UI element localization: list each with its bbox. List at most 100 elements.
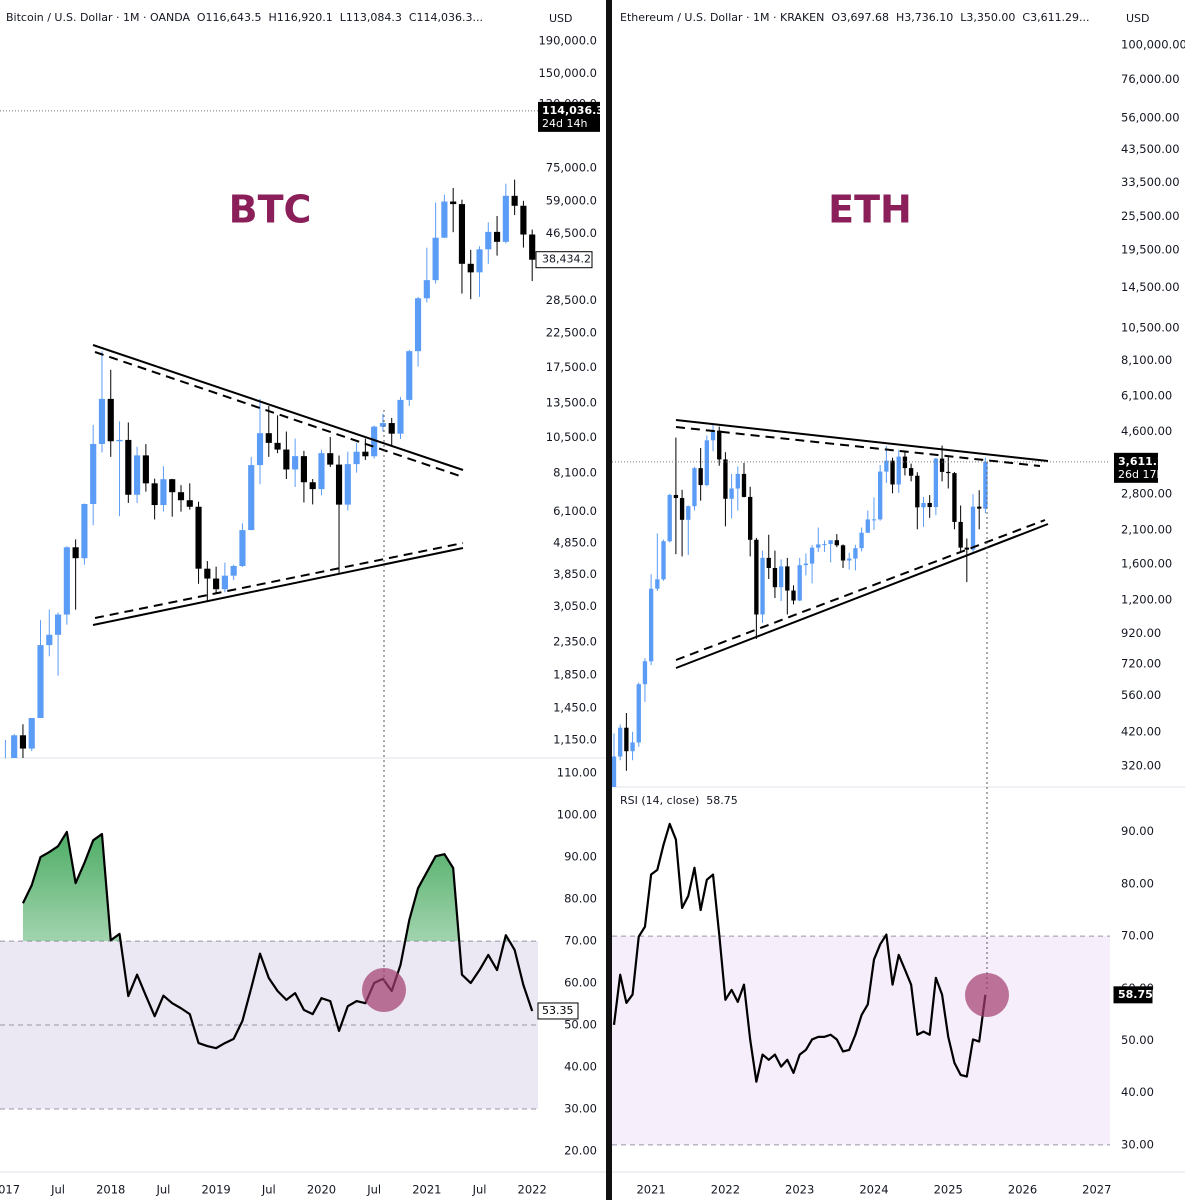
y-tick-label: 1,150.0 [553,732,597,746]
candle-body [964,547,969,550]
candle-body [636,684,641,743]
header-part: O116,643.5 [197,11,262,24]
rsi-tick-label: 30.00 [1121,1137,1154,1151]
candle-body [353,451,360,465]
y-tick-label: 1,200.00 [1121,593,1172,607]
y-tick-label: 6,100.0 [553,504,597,518]
x-tick-label: Jul [155,1183,170,1197]
y-tick-label: 8,100.0 [553,465,597,479]
candle-body [248,465,255,531]
candle-body [933,458,939,508]
header-part: C3,611.29... [1022,11,1089,24]
candle-body [335,464,343,505]
asset-label: BTC [229,188,312,232]
trendline [94,542,464,619]
x-tick-label: 2021 [636,1183,665,1197]
trendline [94,351,461,477]
price-tag [1114,452,1158,483]
candle-body [502,195,509,242]
x-tick-label: 2022 [711,1183,740,1197]
candle-body [406,351,413,400]
y-tick-label: 1,600.00 [1121,556,1172,570]
candle-body [766,557,771,568]
rsi-band [0,941,538,1110]
rsi-tag-label: 53.35 [542,1004,574,1017]
candle-body [741,473,747,497]
candle-body [151,483,158,506]
x-tick-label: 2025 [934,1183,963,1197]
x-tick-label: Jul [261,1183,276,1197]
y-tick-label: 10,500.0 [546,430,597,444]
highlight-circle [362,968,406,1012]
rsi-tick-label: 90.00 [564,850,597,864]
rsi-band [612,936,1110,1145]
rsi-line [21,830,534,1050]
rsi-tick-label: 40.00 [564,1060,597,1074]
candle-body [958,521,963,548]
candle-body [692,468,697,507]
candle-body [847,558,852,561]
candle-body [896,456,901,485]
candle-body [754,539,759,615]
candle-body [476,249,483,273]
y-tick-label: 8,100.00 [1121,353,1172,367]
y-tick-label: 76,000.00 [1121,72,1180,86]
rsi-tag [537,1002,579,1020]
header-part: L3,350.00 [960,11,1015,24]
asset-label: ETH [828,188,912,232]
y-tick-label: 4,600.00 [1121,424,1172,438]
rsi-tick-label: 50.00 [1121,1033,1154,1047]
candle-body [760,557,765,615]
header-part: O3,697.68 [831,11,889,24]
candle-body [834,540,840,546]
candle-body [686,506,691,520]
candle-body [803,563,809,566]
candle-body [81,503,88,559]
x-tick-label: Jul [472,1183,487,1197]
y-tick-label: 320.00 [1121,758,1161,772]
candle-body [648,588,654,662]
data-layer: Bitcoin / U.S. Dollar · 1M · OANDA O116,6… [0,11,1185,1197]
candle-body [160,479,167,506]
panel: Bitcoin / U.S. Dollar · 1M · OANDA O116,6… [0,11,597,1197]
rsi-tick-label: 30.00 [564,1102,597,1116]
close-tag-label: 38,434.2 [542,253,591,266]
x-tick-label: 2020 [307,1183,336,1197]
overbought-fill [22,831,510,942]
chart-header: Bitcoin / U.S. Dollar · 1M · OANDA O116,6… [6,11,483,24]
candle-body [90,443,97,504]
candle-body [952,473,957,522]
candle-body [970,506,976,550]
y-tick-label: 25,500.00 [1121,209,1180,223]
trendline [92,344,464,471]
candle-body [107,398,114,442]
candle-body [432,237,439,281]
candle-body [890,460,895,485]
candle-body [511,195,518,206]
candle-body [134,455,141,495]
trendline [675,519,1046,661]
price-tag-label: 3,611.29 [1118,455,1172,468]
candle-body [723,459,728,499]
rsi-tick-label: 80.00 [564,892,597,906]
candle-body [54,614,62,635]
y-tick-label: 2,350.0 [553,635,597,649]
header-part: Ethereum / U.S. Dollar · 1M · KRAKEN [620,11,824,24]
y-tick-label: 33,500.00 [1121,175,1180,189]
candle-body [221,575,228,590]
header-part: H3,736.10 [896,11,953,24]
rsi-tick-label: 70.00 [564,934,597,948]
candle-body [908,468,914,476]
candle-body [797,565,802,601]
y-tick-label: 75,000.0 [546,161,597,175]
x-tick-label: 2019 [201,1183,230,1197]
trendline [675,426,1041,467]
chart-header: Ethereum / U.S. Dollar · 1M · KRAKEN O3,6… [620,11,1090,24]
candle-body [877,471,883,520]
candle-body [828,540,833,545]
header-part: H116,920.1 [268,11,332,24]
candle-body [520,205,527,235]
candle-body [98,398,106,444]
rsi-tag-label: 58.75 [1118,988,1153,1001]
separators [0,757,1185,1173]
